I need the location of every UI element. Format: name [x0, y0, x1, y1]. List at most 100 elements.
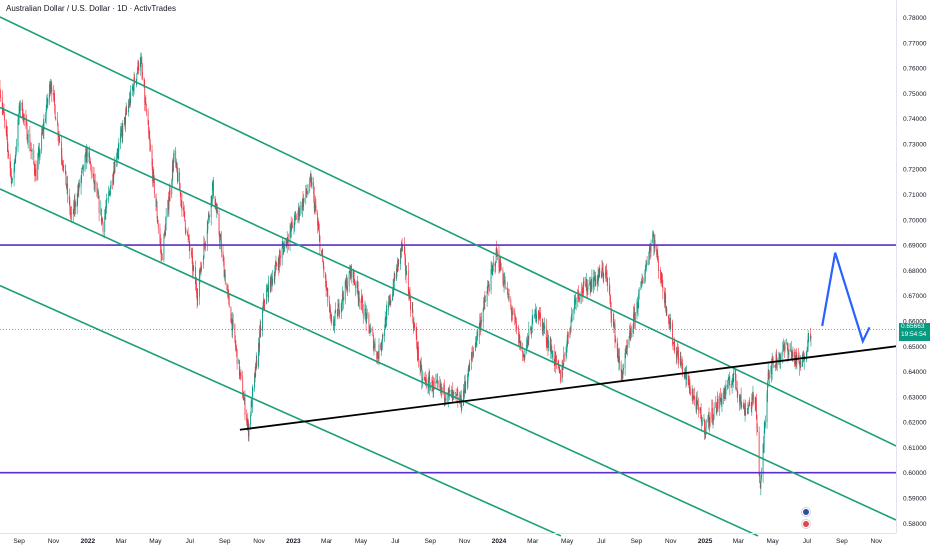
price-tick-label: 0.73000: [903, 141, 927, 148]
candle-down: [225, 269, 226, 285]
candle-down: [516, 318, 517, 334]
bar-countdown: 19:54:54: [901, 331, 930, 339]
candle-up: [47, 93, 48, 107]
candle-body: [150, 144, 151, 150]
candle-body: [193, 267, 194, 268]
candle-body: [262, 311, 263, 331]
candle-up: [528, 322, 529, 347]
price-tick-label: 0.78000: [903, 15, 927, 22]
candle-up: [63, 160, 64, 173]
candle-down: [694, 388, 695, 406]
candle-body: [87, 149, 88, 157]
candle-body: [99, 197, 100, 213]
price-scale[interactable]: 0.780000.770000.760000.750000.740000.730…: [897, 0, 927, 533]
candle-body: [521, 342, 522, 350]
candle-up: [761, 468, 762, 482]
candle-body: [36, 168, 37, 180]
candle-body: [249, 425, 250, 437]
candle-up: [733, 369, 734, 382]
candle-up: [552, 350, 553, 361]
candle-body: [599, 269, 600, 273]
candle-body: [552, 351, 553, 358]
candle-down: [323, 261, 324, 278]
price-tick-label: 0.70000: [903, 217, 927, 224]
candle-up: [627, 339, 628, 356]
candle-body: [162, 256, 163, 260]
candle-body: [594, 280, 595, 287]
candle-down: [410, 295, 411, 317]
candle-up: [615, 335, 616, 343]
time-tick-label: Mar: [527, 538, 539, 545]
candle-body: [55, 118, 56, 121]
candle-body: [808, 334, 809, 335]
candle-body: [327, 289, 328, 302]
candle-body: [245, 398, 246, 415]
candle-body: [670, 323, 671, 330]
candle-down: [55, 117, 56, 121]
candle-body: [178, 172, 179, 181]
candle-up: [268, 276, 269, 303]
candle-down: [394, 273, 395, 282]
candle-body: [28, 134, 29, 143]
candle-down: [146, 104, 147, 116]
candle-body: [489, 289, 490, 290]
candle-body: [8, 151, 9, 156]
time-tick-label: Nov: [253, 538, 265, 545]
candle-body: [260, 327, 261, 331]
candle-down: [182, 193, 183, 217]
candle-up: [379, 338, 380, 365]
candle-body: [122, 124, 123, 136]
flag-au-dot: [803, 509, 809, 515]
candle-body: [781, 355, 782, 356]
candle-up: [513, 308, 514, 315]
candle-down: [229, 293, 230, 307]
time-tick-label: Sep: [13, 538, 25, 545]
candle-up: [339, 309, 340, 317]
candle-body: [536, 311, 537, 316]
candle-up: [643, 277, 644, 283]
candle-up: [532, 315, 533, 324]
candle-body: [595, 279, 596, 285]
candle-body: [383, 335, 384, 336]
candle-down: [170, 185, 171, 201]
candle-body: [722, 398, 723, 404]
price-tick-label: 0.77000: [903, 40, 927, 47]
candle-down: [371, 328, 372, 332]
candle-body: [256, 360, 257, 367]
time-tick-label: Jul: [597, 538, 606, 545]
candle-body: [485, 301, 486, 302]
candle-up: [469, 359, 470, 371]
price-tick-label: 0.72000: [903, 167, 927, 174]
candle-body: [59, 138, 60, 142]
candle-body: [233, 320, 234, 324]
candle-down: [185, 227, 186, 235]
candle-body: [276, 262, 277, 266]
candle-up: [308, 184, 309, 195]
candle-down: [233, 314, 234, 329]
candle-body: [146, 110, 147, 111]
candle-down: [241, 369, 242, 379]
candle-body: [154, 177, 155, 193]
candle-body: [266, 291, 267, 303]
candle-up: [258, 337, 259, 368]
candle-body: [386, 309, 387, 311]
candle-down: [718, 396, 719, 412]
candle-body: [418, 346, 419, 360]
candle-down: [99, 195, 100, 221]
candle-up: [272, 270, 273, 286]
candle-body: [666, 309, 667, 315]
candle-body: [110, 188, 111, 194]
candle-down: [126, 106, 127, 116]
candle-up: [166, 208, 167, 231]
candle-body: [264, 303, 265, 304]
candle-body: [390, 300, 391, 303]
time-tick-label: 2024: [492, 538, 507, 545]
candle-body: [71, 214, 72, 215]
candle-down: [355, 281, 356, 296]
candle-down: [674, 339, 675, 354]
candle-body: [706, 421, 707, 427]
candle-body: [785, 343, 786, 349]
